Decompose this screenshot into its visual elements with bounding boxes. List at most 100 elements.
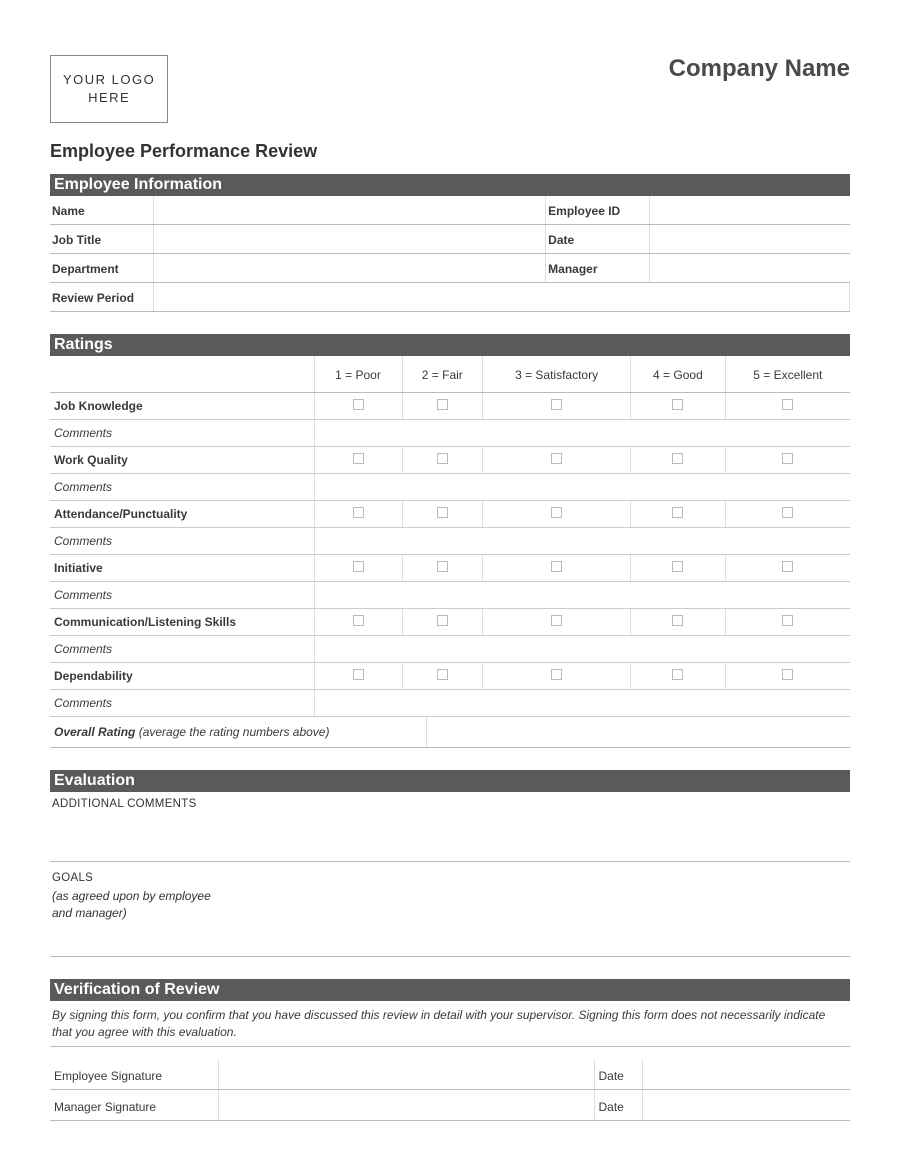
checkbox-icon[interactable] (437, 669, 448, 680)
rating-checkbox-cell[interactable] (631, 609, 726, 636)
checkbox-icon[interactable] (353, 507, 364, 518)
checkbox-icon[interactable] (672, 507, 683, 518)
rating-checkbox-cell[interactable] (314, 663, 402, 690)
comments-input[interactable] (314, 474, 850, 501)
rating-checkbox-cell[interactable] (725, 609, 850, 636)
checkbox-icon[interactable] (672, 561, 683, 572)
checkbox-icon[interactable] (551, 399, 562, 410)
rating-category-label: Initiative (50, 555, 314, 582)
checkbox-icon[interactable] (782, 561, 793, 572)
checkbox-icon[interactable] (551, 615, 562, 626)
input-manager-signature[interactable] (218, 1090, 594, 1121)
checkbox-icon[interactable] (782, 453, 793, 464)
checkbox-icon[interactable] (782, 669, 793, 680)
rating-checkbox-cell[interactable] (631, 663, 726, 690)
checkbox-icon[interactable] (353, 669, 364, 680)
label-department: Department (50, 254, 154, 283)
checkbox-icon[interactable] (437, 561, 448, 572)
input-manager[interactable] (650, 254, 850, 283)
input-employee-id[interactable] (650, 196, 850, 225)
rating-row: Dependability (50, 663, 850, 690)
checkbox-icon[interactable] (551, 669, 562, 680)
rating-checkbox-cell[interactable] (725, 663, 850, 690)
rating-category-label: Attendance/Punctuality (50, 501, 314, 528)
input-job-title[interactable] (154, 225, 546, 254)
rating-checkbox-cell[interactable] (314, 555, 402, 582)
checkbox-icon[interactable] (353, 453, 364, 464)
checkbox-icon[interactable] (353, 399, 364, 410)
form-title: Employee Performance Review (50, 141, 850, 162)
input-department[interactable] (154, 254, 546, 283)
scale-1: 1 = Poor (314, 356, 402, 393)
logo-text-line1: YOUR LOGO (63, 71, 155, 89)
rating-checkbox-cell[interactable] (402, 447, 482, 474)
comments-label: Comments (50, 528, 314, 555)
rating-checkbox-cell[interactable] (314, 501, 402, 528)
rating-checkbox-cell[interactable] (631, 447, 726, 474)
checkbox-icon[interactable] (437, 507, 448, 518)
rating-checkbox-cell[interactable] (483, 609, 631, 636)
rating-row: Communication/Listening Skills (50, 609, 850, 636)
checkbox-icon[interactable] (437, 399, 448, 410)
input-date[interactable] (650, 225, 850, 254)
input-employee-date[interactable] (642, 1059, 850, 1090)
rating-checkbox-cell[interactable] (483, 663, 631, 690)
label-employee-date: Date (594, 1059, 642, 1090)
rating-checkbox-cell[interactable] (725, 501, 850, 528)
rating-checkbox-cell[interactable] (631, 393, 726, 420)
scale-2: 2 = Fair (402, 356, 482, 393)
checkbox-icon[interactable] (551, 453, 562, 464)
rating-checkbox-cell[interactable] (483, 393, 631, 420)
rating-checkbox-cell[interactable] (725, 393, 850, 420)
rating-checkbox-cell[interactable] (402, 609, 482, 636)
checkbox-icon[interactable] (437, 453, 448, 464)
rating-checkbox-cell[interactable] (631, 501, 726, 528)
checkbox-icon[interactable] (353, 561, 364, 572)
rating-checkbox-cell[interactable] (725, 555, 850, 582)
label-goals: GOALS (50, 862, 850, 886)
input-name[interactable] (154, 196, 546, 225)
scale-3: 3 = Satisfactory (483, 356, 631, 393)
rating-checkbox-cell[interactable] (725, 447, 850, 474)
rating-checkbox-cell[interactable] (314, 393, 402, 420)
rating-checkbox-cell[interactable] (314, 447, 402, 474)
overall-rating-label: Overall Rating (average the rating numbe… (50, 717, 426, 748)
rating-checkbox-cell[interactable] (631, 555, 726, 582)
rating-category-label: Job Knowledge (50, 393, 314, 420)
rating-checkbox-cell[interactable] (402, 393, 482, 420)
checkbox-icon[interactable] (437, 615, 448, 626)
input-review-period[interactable] (154, 283, 850, 312)
comments-input[interactable] (314, 690, 850, 717)
comments-input[interactable] (314, 420, 850, 447)
checkbox-icon[interactable] (672, 399, 683, 410)
rating-checkbox-cell[interactable] (483, 555, 631, 582)
verification-note: By signing this form, you confirm that y… (50, 1001, 850, 1048)
checkbox-icon[interactable] (672, 669, 683, 680)
input-goals[interactable] (50, 923, 850, 957)
checkbox-icon[interactable] (672, 453, 683, 464)
rating-checkbox-cell[interactable] (402, 501, 482, 528)
checkbox-icon[interactable] (551, 561, 562, 572)
rating-checkbox-cell[interactable] (483, 501, 631, 528)
input-additional-comments[interactable] (50, 812, 850, 862)
rating-category-label: Dependability (50, 663, 314, 690)
rating-checkbox-cell[interactable] (402, 555, 482, 582)
comments-input[interactable] (314, 636, 850, 663)
rating-comments-row: Comments (50, 582, 850, 609)
comments-input[interactable] (314, 528, 850, 555)
input-employee-signature[interactable] (218, 1059, 594, 1090)
checkbox-icon[interactable] (782, 399, 793, 410)
checkbox-icon[interactable] (782, 615, 793, 626)
checkbox-icon[interactable] (551, 507, 562, 518)
checkbox-icon[interactable] (782, 507, 793, 518)
rating-checkbox-cell[interactable] (483, 447, 631, 474)
rating-checkbox-cell[interactable] (314, 609, 402, 636)
checkbox-icon[interactable] (353, 615, 364, 626)
overall-rating-value[interactable] (426, 717, 850, 748)
rating-checkbox-cell[interactable] (402, 663, 482, 690)
checkbox-icon[interactable] (672, 615, 683, 626)
company-name: Company Name (669, 55, 850, 83)
input-manager-date[interactable] (642, 1090, 850, 1121)
comments-input[interactable] (314, 582, 850, 609)
rating-comments-row: Comments (50, 474, 850, 501)
